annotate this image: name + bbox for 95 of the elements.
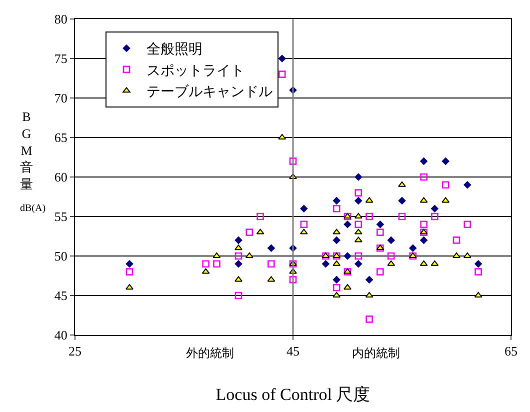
point	[387, 260, 396, 266]
point	[365, 276, 374, 284]
point	[126, 268, 134, 276]
point	[332, 284, 340, 292]
point	[300, 220, 308, 228]
point	[234, 244, 242, 250]
point	[376, 268, 384, 276]
point	[464, 181, 472, 189]
legend-label: テーブルキャンドル	[146, 84, 273, 100]
point	[213, 260, 220, 268]
point	[256, 212, 264, 220]
point	[464, 220, 472, 228]
y-tick-label: 40	[54, 328, 68, 343]
y-tick-label: 60	[54, 170, 68, 185]
point	[354, 220, 362, 228]
point	[474, 268, 482, 276]
point	[268, 260, 275, 268]
y-axis-title: BGM音量	[20, 109, 33, 192]
point	[474, 260, 482, 268]
point	[366, 212, 373, 220]
point	[332, 228, 341, 234]
y-tick-label: 80	[54, 12, 68, 27]
point	[442, 181, 450, 189]
point	[354, 236, 362, 242]
point	[267, 244, 276, 252]
point	[354, 196, 362, 205]
y-tick-label: 75	[54, 51, 68, 66]
point	[234, 276, 242, 282]
point	[398, 181, 406, 187]
x-tick-label: 25	[68, 344, 82, 359]
point	[267, 276, 276, 282]
point	[234, 252, 242, 260]
point	[420, 220, 428, 228]
point	[365, 197, 374, 203]
point	[420, 236, 428, 244]
point	[376, 228, 384, 236]
point	[430, 204, 439, 212]
point	[344, 284, 352, 290]
point	[126, 284, 134, 290]
point	[366, 316, 373, 323]
x-axis-title: Locus of Control 尺度	[216, 385, 370, 404]
point	[234, 236, 242, 244]
point	[256, 228, 264, 234]
point	[452, 236, 460, 244]
point	[442, 197, 450, 203]
point	[354, 228, 362, 234]
point	[398, 196, 406, 205]
y-tick-label: 70	[54, 90, 68, 106]
point	[354, 189, 362, 196]
point	[332, 276, 340, 284]
point	[354, 173, 362, 181]
point	[289, 276, 297, 284]
point	[398, 212, 406, 220]
point	[354, 252, 362, 260]
point	[431, 212, 438, 220]
point	[420, 197, 428, 203]
point	[300, 204, 308, 212]
text: 外的統制	[186, 346, 234, 360]
point	[234, 292, 242, 300]
y-tick-label: 45	[54, 288, 68, 304]
point	[430, 260, 439, 266]
point	[234, 260, 242, 268]
point	[376, 220, 384, 228]
point	[420, 157, 428, 166]
y-tick-label: 50	[54, 248, 68, 264]
y-tick-label: 55	[54, 209, 68, 224]
point	[278, 54, 286, 62]
point	[332, 236, 340, 244]
text: dB(A)	[20, 203, 46, 214]
x-tick-label: 65	[504, 344, 518, 359]
point	[420, 260, 428, 266]
point	[354, 260, 362, 268]
point	[246, 228, 254, 236]
point	[387, 252, 395, 260]
text: 内的統制	[352, 346, 400, 360]
point	[387, 236, 395, 244]
point	[322, 260, 330, 268]
point	[332, 204, 340, 212]
point	[442, 157, 450, 166]
point	[126, 260, 134, 268]
y-tick-label: 65	[54, 130, 68, 146]
legend-label: 全般照明	[146, 42, 203, 58]
legend-label: スポットライト	[146, 64, 245, 79]
point	[420, 173, 428, 181]
point	[344, 252, 352, 260]
point	[278, 70, 286, 78]
point	[332, 260, 341, 266]
x-tick-label: 45	[286, 344, 300, 359]
point	[332, 196, 340, 205]
point	[202, 260, 210, 268]
point	[202, 268, 210, 274]
point	[289, 158, 297, 165]
point	[344, 220, 352, 228]
point	[409, 244, 417, 252]
point	[300, 228, 308, 234]
